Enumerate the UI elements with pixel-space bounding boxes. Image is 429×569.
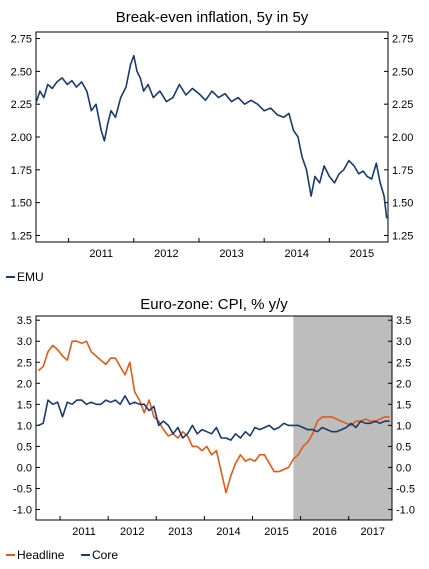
y-tick-label-left: 2.00	[11, 132, 32, 144]
y-tick-label-left: 2.0	[17, 378, 32, 390]
y-tick-label-left: 1.5	[17, 399, 32, 411]
y-tick-label-left: 3.0	[17, 336, 32, 348]
chart-2: Euro-zone: CPI, % y/y -1.0 -1.0 -0.5 -0.5 0.0…	[6, 296, 415, 562]
y-tick-label-right: 3.0	[396, 336, 411, 348]
y-tick-label-right: 1.25	[392, 230, 413, 242]
y-tick-label-right: 1.5	[396, 399, 411, 411]
y-tick-label-left: 2.50	[11, 66, 32, 78]
legend-label: Core	[92, 548, 118, 562]
y-tick-label-right: 0.0	[396, 462, 411, 474]
y-tick-label-left: -0.5	[13, 483, 32, 495]
x-tick-label: 2013	[168, 526, 192, 538]
shaded-region	[293, 316, 392, 520]
x-tick-label: 2015	[264, 526, 288, 538]
y-tick-label-left: 1.75	[11, 165, 32, 177]
y-tick-label-right: 2.0	[396, 378, 411, 390]
y-tick-label-left: 2.25	[11, 99, 32, 111]
series-line-emu	[35, 54, 388, 219]
y-tick-label-right: 2.5	[396, 357, 411, 369]
x-tick-label: 2016	[312, 526, 336, 538]
y-tick-label-left: 3.5	[17, 315, 32, 327]
y-tick-label-right: 2.50	[392, 66, 413, 78]
y-tick-label-right: 2.00	[392, 132, 413, 144]
y-tick-label-right: 1.0	[396, 420, 411, 432]
y-tick-label-right: 0.5	[396, 441, 411, 453]
x-tick-label: 2013	[219, 248, 243, 260]
plot-frame	[35, 315, 393, 521]
chart-1: Break-even inflation, 5y in 5y 1.25 1.25 1.…	[6, 9, 413, 284]
y-tick-label-left: 0.0	[17, 462, 32, 474]
series-line-headline	[37, 340, 390, 494]
y-tick-label-left: 2.5	[17, 357, 32, 369]
plot-frame	[35, 31, 389, 243]
x-tick-label: 2012	[154, 248, 178, 260]
y-tick-label-right: 2.25	[392, 99, 413, 111]
x-tick-label: 2014	[216, 526, 240, 538]
y-tick-label-left: 1.25	[11, 230, 32, 242]
legend-label: Headline	[17, 548, 65, 562]
y-tick-label-left: 0.5	[17, 441, 32, 453]
y-tick-label-right: -1.0	[396, 504, 415, 516]
x-tick-label: 2012	[120, 526, 144, 538]
y-tick-label-left: 1.0	[17, 420, 32, 432]
y-tick-label-left: 1.50	[11, 198, 32, 210]
x-tick-label: 2015	[350, 248, 374, 260]
y-tick-label-right: 3.5	[396, 315, 411, 327]
y-tick-label-left: -1.0	[13, 504, 32, 516]
x-tick-label: 2014	[284, 248, 308, 260]
y-tick-label-right: 1.75	[392, 165, 413, 177]
chart-title: Euro-zone: CPI, % y/y	[140, 296, 288, 313]
chart-title: Break-even inflation, 5y in 5y	[116, 9, 309, 26]
x-tick-label: 2011	[89, 248, 113, 260]
y-tick-label-left: 2.75	[11, 34, 32, 46]
series-line-core	[38, 395, 390, 441]
y-tick-label-right: 1.50	[392, 198, 413, 210]
y-tick-label-right: -0.5	[396, 483, 415, 495]
y-tick-label-right: 2.75	[392, 34, 413, 46]
x-tick-label: 2017	[361, 526, 385, 538]
legend-label: EMU	[17, 270, 44, 284]
x-tick-label: 2011	[72, 526, 96, 538]
